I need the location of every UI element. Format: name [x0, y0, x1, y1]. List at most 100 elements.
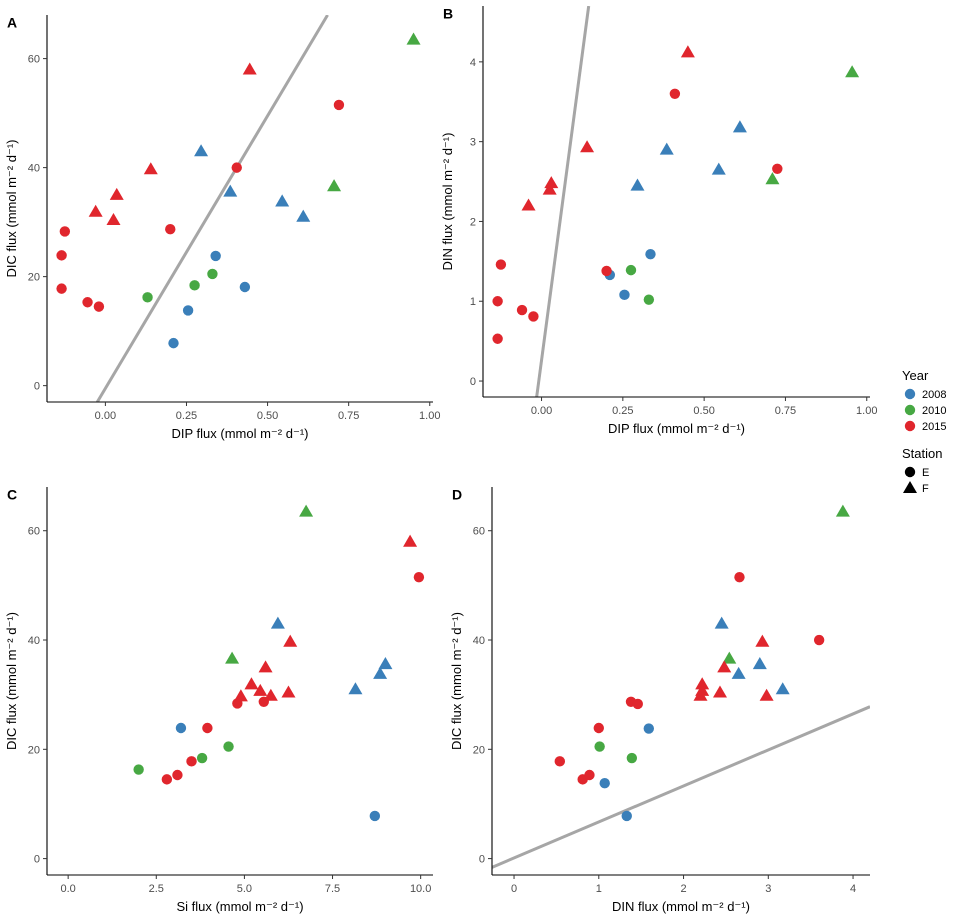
x-tick-label: 0.00	[531, 405, 552, 417]
data-point-2008-station-e	[175, 722, 187, 734]
panel-b: B 0.00 0.25 0.50 0.75 1.00 0 1 2 3 4 DIP flux (mmol…	[440, 5, 877, 436]
data-point-2008-station-f	[378, 657, 393, 670]
y-tick-label: 0	[479, 854, 485, 866]
legend-station-label: F	[922, 483, 929, 495]
data-point-2015-station-e	[632, 698, 643, 710]
data-point-2015-station-f	[521, 198, 536, 211]
data-point-2008-station-f	[732, 120, 747, 133]
y-tick-label: 60	[473, 526, 485, 538]
data-point-2015-station-e	[772, 163, 783, 174]
x-axis-title: DIP flux (mmol m⁻² d⁻¹)	[172, 426, 309, 441]
x-axis-title: DIN flux (mmol m⁻² d⁻¹)	[612, 899, 750, 914]
data-point-2015-station-e	[734, 571, 745, 583]
data-point-2010-station-e	[643, 294, 655, 305]
y-tick-label: 0	[470, 376, 476, 388]
data-point-2008-station-f	[775, 682, 790, 695]
data-point-2008-station-e	[182, 305, 194, 316]
x-tick-label: 0.50	[257, 410, 278, 422]
panel-label: A	[7, 14, 17, 30]
data-point-2015-station-f	[106, 212, 121, 225]
data-point-2015-station-f	[544, 176, 559, 189]
x-tick-label: 10.0	[410, 883, 431, 895]
data-point-2008-station-f	[630, 178, 645, 191]
legend-year-title: Year	[902, 368, 929, 383]
x-axis-title: DIP flux (mmol m⁻² d⁻¹)	[608, 421, 745, 436]
data-point-2010-station-f	[406, 32, 421, 45]
data-point-2008-station-f	[659, 142, 674, 155]
x-tick-label: 2	[680, 883, 686, 895]
data-point-2015-station-e	[56, 283, 67, 294]
data-point-2008-station-f	[194, 144, 209, 157]
data-point-2008-station-f	[752, 657, 767, 670]
x-tick-label: 1.00	[419, 410, 440, 422]
y-tick-label: 60	[28, 526, 40, 538]
data-point-2010-station-f	[845, 65, 860, 78]
data-point-2008-station-e	[369, 810, 381, 822]
data-point-2015-station-f	[680, 45, 695, 58]
data-point-2015-station-f	[580, 140, 595, 153]
legend-year-label: 2008	[922, 389, 946, 401]
data-point-2015-station-e	[554, 756, 566, 767]
legend: Year 2008 2010 2015 Station EF	[902, 368, 946, 495]
y-tick-label: 20	[473, 744, 485, 756]
data-point-2015-station-e	[584, 769, 595, 781]
data-point-2015-station-f	[759, 688, 774, 701]
data-point-2015-station-e	[492, 333, 503, 344]
y-tick-label: 3	[470, 137, 476, 149]
data-point-2010-station-e	[142, 292, 153, 303]
y-tick-label: 40	[28, 635, 40, 647]
data-point-2015-station-f	[263, 688, 278, 701]
data-point-2015-station-f	[242, 62, 257, 75]
data-point-2015-station-f	[755, 634, 770, 647]
data-point-2015-station-e	[172, 769, 183, 781]
data-point-2010-station-e	[625, 264, 637, 276]
data-point-2015-station-e	[202, 722, 213, 734]
data-point-2010-station-e	[207, 268, 218, 280]
data-point-2015-station-e	[669, 88, 681, 99]
data-point-2008-station-f	[373, 666, 388, 679]
data-point-2008-station-e	[210, 250, 221, 262]
data-point-2008-station-e	[621, 810, 632, 822]
reference-line	[535, 6, 591, 397]
data-point-2015-station-e	[186, 756, 197, 767]
data-point-2015-station-f	[244, 677, 259, 690]
data-point-2008-station-f	[731, 666, 746, 679]
y-axis-title: DIC flux (mmol m⁻² d⁻¹)	[4, 612, 19, 750]
x-tick-label: 0.25	[176, 410, 197, 422]
data-point-2008-station-f	[714, 616, 729, 629]
data-point-2015-station-f	[717, 660, 732, 673]
legend-circle-icon	[904, 466, 916, 478]
data-point-2010-station-e	[626, 752, 638, 764]
x-tick-label: 2.5	[149, 883, 164, 895]
y-axis-title: DIN flux (mmol m⁻² d⁻¹)	[440, 133, 455, 271]
x-tick-label: 0.0	[61, 883, 76, 895]
x-tick-label: 7.5	[325, 883, 340, 895]
data-point-2010-station-f	[722, 651, 737, 664]
data-point-2015-station-f	[281, 685, 296, 698]
data-point-2010-station-f	[835, 504, 850, 517]
reference-line	[492, 705, 870, 869]
data-point-2015-station-e	[93, 301, 105, 312]
x-tick-label: 0.25	[612, 405, 633, 417]
y-tick-label: 0	[34, 854, 40, 866]
data-point-2010-station-e	[196, 752, 208, 764]
data-point-2015-station-e	[231, 162, 242, 173]
data-point-2015-station-f	[88, 204, 103, 217]
data-point-2008-station-e	[619, 289, 630, 301]
legend-triangle-icon	[903, 481, 917, 494]
x-tick-label: 0.50	[693, 405, 714, 417]
data-point-2015-station-e	[59, 226, 71, 237]
data-point-2008-station-f	[296, 209, 311, 222]
x-tick-label: 0.75	[338, 410, 359, 422]
data-point-2015-station-f	[695, 683, 710, 696]
data-point-2015-station-e	[516, 304, 528, 316]
x-tick-label: 0	[511, 883, 517, 895]
x-axis-title: Si flux (mmol m⁻² d⁻¹)	[176, 899, 303, 914]
data-point-2015-station-f	[283, 634, 298, 647]
legend-year-label: 2010	[922, 405, 946, 417]
x-tick-label: 3	[765, 883, 771, 895]
data-point-2008-station-e	[599, 777, 610, 789]
panel-label: C	[7, 486, 17, 502]
